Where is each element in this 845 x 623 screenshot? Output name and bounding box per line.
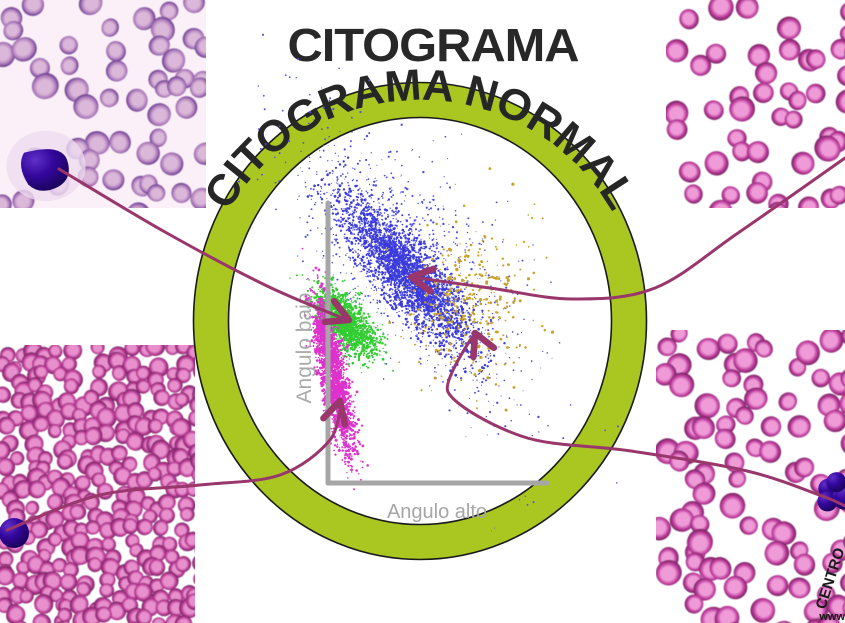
svg-text:CITOGRAMA: CITOGRAMA xyxy=(288,19,579,70)
svg-text:CITOGRAMA NORMAL: CITOGRAMA NORMAL xyxy=(195,60,646,217)
